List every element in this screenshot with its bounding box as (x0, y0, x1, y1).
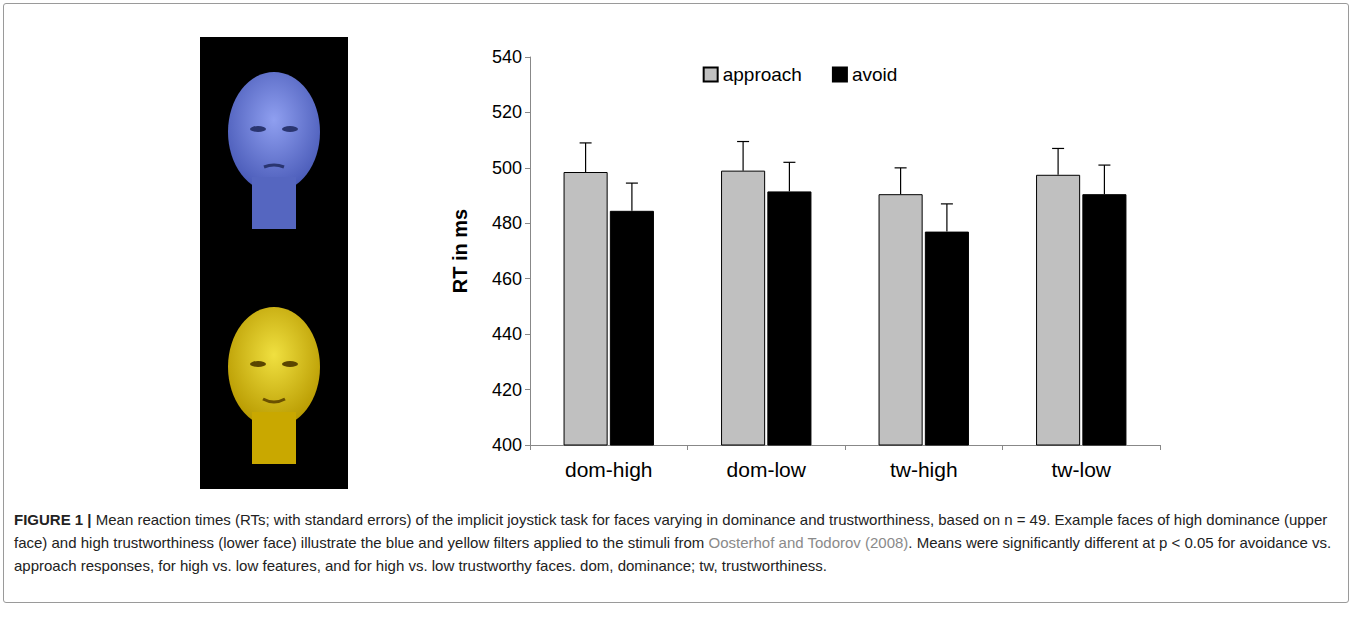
svg-text:RT in ms: RT in ms (449, 209, 471, 293)
svg-text:520: 520 (492, 102, 522, 122)
svg-text:avoid: avoid (852, 64, 897, 85)
svg-text:tw-high: tw-high (890, 458, 958, 481)
svg-text:460: 460 (492, 269, 522, 289)
svg-text:tw-low: tw-low (1051, 458, 1111, 481)
svg-text:approach: approach (723, 64, 802, 85)
svg-text:500: 500 (492, 158, 522, 178)
svg-text:400: 400 (492, 435, 522, 455)
svg-text:540: 540 (492, 47, 522, 67)
svg-text:dom-low: dom-low (727, 458, 807, 481)
svg-text:480: 480 (492, 213, 522, 233)
svg-text:420: 420 (492, 380, 522, 400)
svg-text:440: 440 (492, 324, 522, 344)
html-text:FIGURE 1 | Mean reaction times: FIGURE 1 | Mean reaction times (RTs; wit… (14, 511, 1332, 574)
svg-text:dom-high: dom-high (565, 458, 653, 481)
